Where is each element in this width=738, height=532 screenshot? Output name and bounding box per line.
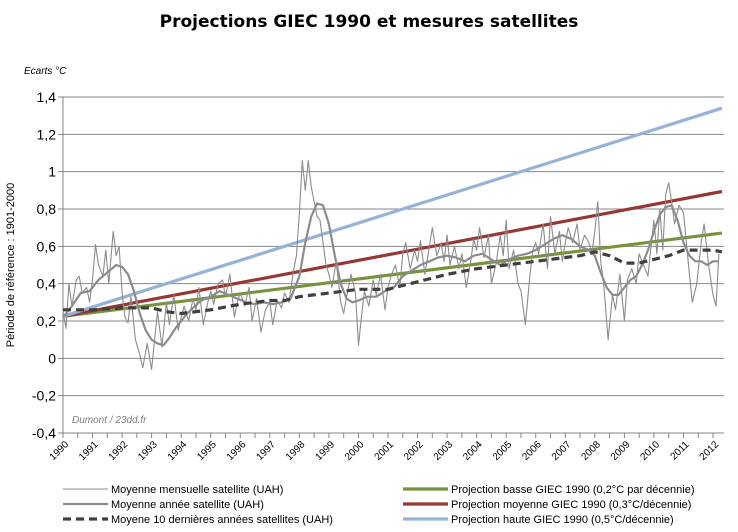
x-tick-label: 1990 bbox=[48, 439, 72, 463]
legend-label: Projection basse GIEC 1990 (0,2°C par dé… bbox=[451, 484, 694, 496]
legend-projection-mid: Projection moyenne GIEC 1990 (0,3°C/déce… bbox=[403, 499, 691, 511]
series-monthly-line bbox=[62, 159, 720, 371]
y-tick-label: 0,4 bbox=[37, 276, 57, 292]
legend-label: Projection haute GIEC 1990 (0,5°C/décenn… bbox=[451, 514, 674, 526]
y-tick-label: -0,4 bbox=[32, 425, 56, 441]
x-tick-label: 2004 bbox=[461, 439, 485, 463]
x-tick-label: 1992 bbox=[107, 439, 131, 463]
x-tick-label: 2006 bbox=[520, 439, 544, 463]
legend-projection-high: Projection haute GIEC 1990 (0,5°C/décenn… bbox=[403, 514, 674, 526]
x-tick-label: 2000 bbox=[343, 439, 367, 463]
x-tick-label: 2007 bbox=[550, 439, 574, 463]
y-tick-labels: 1,4 1,2 1 0,8 0,6 0,4 0,2 0 -0,2 -0,4 bbox=[32, 89, 56, 441]
unit-label: Ecarts °C bbox=[24, 66, 67, 77]
y-tick-label: 0,2 bbox=[37, 313, 57, 329]
credit-text: Dumont / 23dd.fr bbox=[72, 415, 147, 426]
legend-label: Moyenne année satellite (UAH) bbox=[111, 499, 264, 511]
legend-decade: Moyene 10 dernières années satellites (U… bbox=[63, 514, 333, 526]
y-tick-label: 1,2 bbox=[37, 126, 57, 142]
x-tick-label: 1993 bbox=[136, 439, 160, 463]
gridlines bbox=[58, 96, 724, 438]
chart-title: Projections GIEC 1990 et mesures satelli… bbox=[160, 12, 579, 32]
x-tick-label: 2008 bbox=[579, 439, 603, 463]
x-tick-label: 1994 bbox=[166, 439, 190, 463]
projection-high-line bbox=[62, 106, 723, 318]
x-tick-label: 1997 bbox=[254, 439, 278, 463]
x-tick-label: 2011 bbox=[669, 439, 692, 462]
series-decade-dashed-line bbox=[63, 248, 723, 316]
x-tick-label: 1996 bbox=[225, 439, 249, 463]
x-tick-label: 1995 bbox=[195, 439, 219, 463]
y-tick-label: 1 bbox=[48, 164, 56, 180]
legend-label: Moyenne mensuelle satellite (UAH) bbox=[111, 484, 283, 496]
legend: Moyenne mensuelle satellite (UAH) Moyenne… bbox=[63, 484, 694, 526]
legend-projection-low: Projection basse GIEC 1990 (0,2°C par dé… bbox=[403, 484, 694, 496]
y-tick-label: 0,8 bbox=[37, 201, 57, 217]
x-tick-label: 1999 bbox=[314, 439, 338, 463]
x-tick-label: 1998 bbox=[284, 439, 308, 463]
series-annual-line bbox=[62, 202, 719, 347]
projection-mid-line bbox=[62, 189, 723, 318]
y-tick-label: 1,4 bbox=[37, 89, 57, 105]
y-axis-label: Période de référence : 1901-2000 bbox=[5, 183, 17, 348]
series-layer bbox=[62, 106, 723, 371]
legend-label: Projection moyenne GIEC 1990 (0,3°C/déce… bbox=[451, 499, 691, 511]
y-tick-label: 0 bbox=[48, 350, 56, 366]
x-tick-label: 2010 bbox=[639, 439, 663, 463]
x-tick-label: 1991 bbox=[77, 439, 101, 463]
x-tick-label: 2002 bbox=[402, 439, 426, 463]
x-tick-labels: 1990 1991 1992 1993 1994 1995 1996 1997 1998 1999… bbox=[48, 433, 722, 463]
legend-monthly: Moyenne mensuelle satellite (UAH) bbox=[63, 484, 283, 496]
y-tick-label: -0,2 bbox=[32, 388, 56, 404]
y-tick-label: 0,6 bbox=[37, 238, 57, 254]
x-tick-label: 2009 bbox=[609, 439, 633, 463]
x-tick-label: 2001 bbox=[373, 439, 397, 463]
legend-annual: Moyenne année satellite (UAH) bbox=[63, 499, 264, 511]
x-tick-label: 2003 bbox=[432, 439, 456, 463]
x-tick-label: 2005 bbox=[491, 439, 515, 463]
legend-label: Moyene 10 dernières années satellites (U… bbox=[111, 514, 333, 526]
x-tick-label: 2012 bbox=[698, 439, 722, 463]
